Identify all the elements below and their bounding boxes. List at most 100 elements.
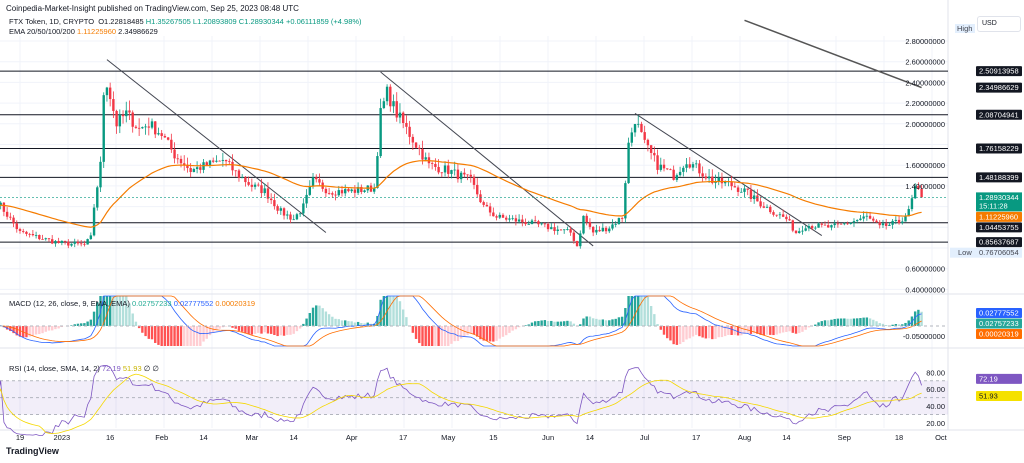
macd-signal-value: 0.00020319 (215, 299, 256, 308)
candle-body (443, 165, 447, 173)
candle-body (736, 187, 740, 192)
candle-body (756, 195, 759, 202)
macd-histogram-bar (685, 326, 688, 340)
ema-legend[interactable]: EMA 20/50/100/200 1.11225960 2.34986629 (9, 27, 158, 36)
rsi-ma-label: 51.93 (979, 392, 998, 401)
macd-histogram-bar (347, 321, 350, 326)
candle-body (166, 137, 170, 140)
macd-histogram-bar (115, 296, 118, 326)
macd-histogram-bar (395, 296, 398, 326)
candle-body (456, 169, 460, 180)
candle-body (579, 233, 582, 247)
candle-body (604, 227, 608, 232)
rsi-legend[interactable]: RSI (14, close, SMA, 14, 2) 72.19 51.93 … (9, 364, 159, 373)
macd-histogram-bar (827, 320, 830, 326)
time-tick-label: Jun (542, 433, 554, 442)
macd-histogram-bar (376, 315, 379, 326)
macd-histogram-bar (727, 326, 730, 335)
macd-histogram-bar (70, 325, 73, 326)
macd-histogram-bar (183, 326, 186, 346)
macd-histogram-bar (614, 318, 617, 326)
candle-body (482, 202, 485, 205)
macd-histogram-bar (321, 308, 324, 326)
candle-body (57, 240, 60, 243)
candle-body (157, 133, 160, 135)
macd-histogram-bar (740, 326, 743, 336)
macd-histogram-bar (147, 326, 150, 339)
candle-body (891, 220, 894, 225)
candle-body (514, 218, 518, 222)
candle-body (769, 206, 772, 213)
candle-body (289, 214, 292, 220)
price-tick-label: 1.60000000 (905, 161, 945, 170)
macd-histogram-bar (96, 302, 99, 326)
macd-histogram-bar (356, 321, 360, 326)
macd-histogram-bar (279, 326, 283, 336)
macd-histogram-bar (579, 324, 582, 326)
candle-body (530, 220, 534, 225)
price-tick-label: 2.80000000 (905, 37, 945, 46)
candle-body (51, 239, 54, 244)
macd-histogram-bar (163, 326, 167, 346)
candle-body (746, 188, 749, 190)
macd-histogram-bar (469, 326, 472, 334)
macd-histogram-bar (234, 326, 237, 329)
candle-body (720, 177, 724, 184)
ema50-price-label-bg (976, 211, 1022, 222)
candle-body (807, 226, 811, 229)
ema50-line (0, 160, 922, 228)
candle-body (192, 169, 196, 172)
candle-body (260, 185, 263, 194)
macd-histogram-bar (736, 326, 740, 336)
macd-histogram-bar (192, 326, 196, 346)
candle-body (543, 223, 547, 225)
macd-histogram-bar (492, 326, 495, 342)
candle-body (144, 126, 147, 128)
symbol-name[interactable]: FTX Token, 1D, CRYPTO (9, 17, 95, 26)
time-tick-label: 16 (106, 433, 114, 442)
macd-histogram-bar (891, 324, 894, 326)
macd-histogram-bar (897, 324, 901, 326)
candle-body (60, 240, 64, 243)
time-tick-label: 18 (895, 433, 903, 442)
candle-body (414, 142, 418, 148)
macd-histogram-bar (917, 309, 920, 326)
candle-body (269, 198, 273, 201)
candle-body (717, 177, 720, 182)
candle-body (360, 186, 363, 192)
candle-body (582, 215, 585, 234)
candle-body (257, 184, 260, 186)
macd-histogram-bar (714, 326, 717, 339)
macd-histogram-bar (160, 326, 163, 346)
candle-body (247, 182, 250, 185)
ema-label: EMA 20/50/100/200 (9, 27, 75, 36)
macd-histogram-bar (904, 322, 907, 326)
candle-body (305, 194, 308, 204)
candle-body (112, 99, 115, 111)
candle-body (244, 177, 247, 183)
candle-body (395, 101, 398, 118)
candle-body (817, 223, 820, 228)
currency-selector[interactable]: USD (977, 16, 1021, 32)
macd-histogram-bar (884, 325, 888, 326)
candle-body (447, 165, 450, 174)
candle-body (437, 166, 440, 173)
macd-histogram-bar (798, 326, 801, 334)
macd-histogram-bar (263, 326, 266, 333)
macd-histogram-bar (582, 318, 585, 326)
macd-legend[interactable]: MACD (12, 26, close, 9, EMA, EMA) 0.0275… (9, 299, 255, 308)
candle-body (495, 216, 498, 218)
macd-histogram-bar (102, 296, 105, 326)
candle-body (273, 200, 276, 207)
candle-body (86, 239, 89, 245)
macd-histogram-bar (150, 326, 154, 340)
macd-histogram-bar (872, 319, 875, 326)
tradingview-logo[interactable]: TradingView (6, 446, 59, 456)
candle-body (778, 214, 782, 216)
time-tick-label: Mar (245, 433, 258, 442)
low-value: L1.20893809 (192, 17, 237, 26)
candle-body (311, 177, 315, 187)
candle-body (823, 224, 827, 226)
